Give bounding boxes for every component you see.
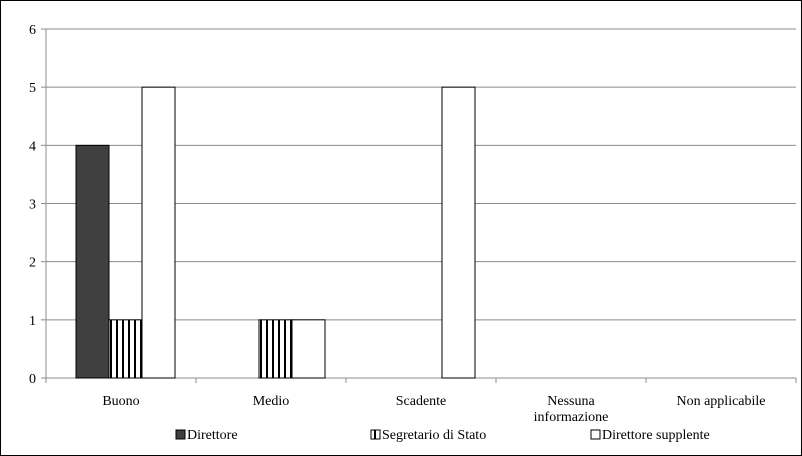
bar-segretario-di-stato-buono [108,319,143,379]
x-category-label: Non applicabile [676,394,765,409]
y-tick-label: 3 [29,198,36,213]
legend-swatch-1 [370,429,381,440]
bar-segretario-di-stato-medio [258,319,293,379]
y-tick-label: 5 [29,81,36,96]
bar-direttore-supplente-buono [141,86,176,379]
labels: 0 1 2 3 4 5 6 Buono Medio Scadente Nessuna informaz… [29,23,766,425]
legend: Direttore Segretario di Stato Direttore su… [175,428,710,443]
bar-direttore-supplente-medio [291,319,326,379]
bar-direttore-supplente-scadente [441,86,476,379]
y-tick-label: 4 [29,139,36,154]
x-category-label: Buono [102,394,139,409]
y-tick-label: 1 [29,314,36,329]
x-category-label: Scadente [396,394,447,409]
y-tick-label: 6 [29,23,36,38]
legend-label: Direttore [187,428,238,443]
legend-label: Direttore supplente [602,428,710,443]
bar-direttore-buono [75,144,110,379]
x-category-label: Nessuna informazione [534,394,609,425]
x-category-label: Medio [253,394,290,409]
legend-swatch-0 [175,429,186,440]
legend-label: Segretario di Stato [382,428,486,443]
y-tick-label: 0 [29,372,36,387]
bars [75,86,476,379]
y-tick-label: 2 [29,256,36,271]
legend-swatch-2 [590,429,601,440]
